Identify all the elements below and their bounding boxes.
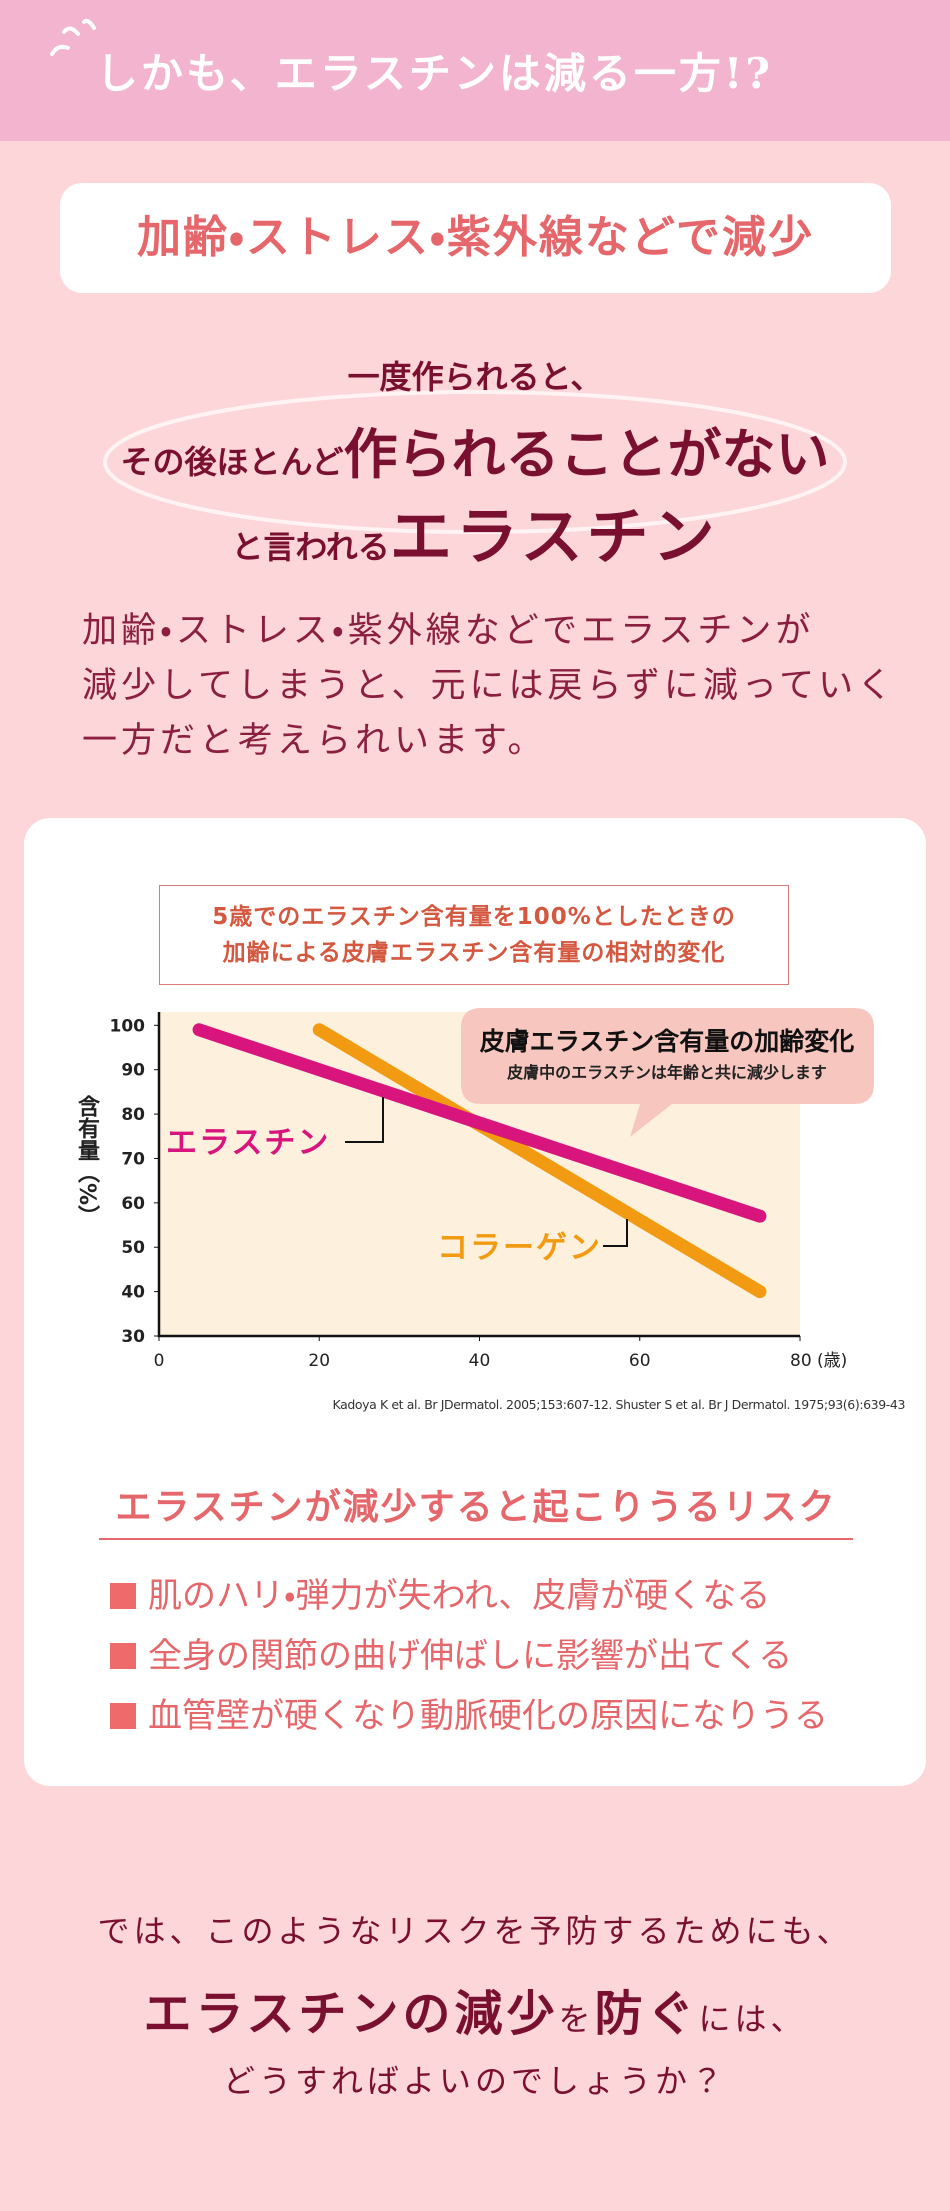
paragraph: 加齢・ストレス・紫外線などでエラスチンが 減少してしまうと、元には戻らずに減って…	[82, 604, 896, 769]
series-label: コラーゲン	[437, 1230, 602, 1266]
risk-item: 肌のハリ・弾力が失われ、皮膚が硬くなる	[110, 1568, 770, 1617]
closing-part: 防ぐ	[594, 1986, 699, 2042]
source: Kadoya K et al. Br JDermatol. 2005;153:6…	[333, 1397, 905, 1412]
glow-ring	[103, 390, 847, 534]
headline-line: 一度作られると、	[347, 358, 603, 396]
risk-title: エラスチンが減少すると起こりうるリスク	[99, 1478, 853, 1540]
closing-part: には、	[698, 2000, 807, 2038]
chart-title-line: 5歳でのエラスチン含有量を100%としたときの	[212, 904, 736, 930]
closing-line: どうすればよいのでしょうか？	[222, 2062, 727, 2100]
header-band: しかも、エラスチンは減る一方!?	[0, 0, 950, 141]
paragraph-line: 減少してしまうと、元には戻らずに減っていく	[82, 666, 897, 706]
headline-prefix: と言われる	[231, 528, 390, 566]
y-tick-label: 40	[121, 1283, 145, 1303]
y-axis-label: 含有量（%）	[74, 1095, 99, 1228]
headline-prefix: その後ほとんど	[120, 443, 344, 481]
chart-title: 5歳でのエラスチン含有量を100%としたときの 加齢による皮膚エラスチン含有量の…	[159, 885, 789, 985]
headline-emphasis: エラスチン	[389, 500, 719, 573]
callout-bubble	[461, 1008, 874, 1137]
headline-line: と言われるエラスチン	[0, 486, 950, 576]
leader	[345, 1097, 384, 1143]
series-label: エラスチン	[166, 1125, 330, 1161]
closing-line: では、このようなリスクを予防するためにも、	[97, 1912, 853, 1950]
headline-emphasis: 作られることがない	[343, 422, 830, 486]
leader	[603, 1219, 628, 1247]
series-line	[312, 1023, 767, 1299]
series-line	[192, 1023, 767, 1223]
callout-subtitle: 皮膚中のエラスチンは年齢と共に減少します	[506, 1063, 827, 1082]
closing-line: エラスチンの減少を防ぐには、	[0, 1974, 950, 2044]
chart: 30 40 50 60 70 80 90 100 0 20 40 60 80 (歳) エラスチンコラーゲン…	[110, 1008, 905, 1412]
closing-part: を	[558, 2000, 595, 2038]
x-tick-label: 40	[469, 1351, 491, 1371]
badge: 加齢・ストレス・紫外線などで減少	[60, 183, 891, 293]
y-tick-label: 50	[121, 1238, 145, 1258]
x-tick-label: 0	[154, 1351, 165, 1371]
callout-title: 皮膚エラスチン含有量の加齢変化	[480, 1027, 855, 1056]
header-deco	[50, 18, 96, 56]
y-tick-label: 80	[121, 1105, 145, 1125]
header-title: しかも、エラスチンは減る一方!?	[96, 49, 773, 98]
y-tick-label: 70	[121, 1149, 145, 1169]
paragraph-line: 加齢・ストレス・紫外線などでエラスチンが	[82, 611, 815, 651]
y-tick-label: 30	[121, 1327, 145, 1347]
x-tick-label: 60	[629, 1351, 651, 1371]
chart-title-line: 加齢による皮膚エラスチン含有量の相対的変化	[222, 940, 726, 966]
paragraph-line: 一方だと考えられいます。	[82, 721, 547, 761]
risk-item: 全身の関節の曲げ伸ばしに影響が出てくる	[110, 1628, 792, 1677]
x-tick-label: 20	[308, 1351, 330, 1371]
y-tick-label: 60	[121, 1194, 145, 1214]
y-tick-label: 100	[110, 1016, 146, 1036]
headline-line: その後ほとんど作られることがない	[0, 410, 950, 489]
closing-part: エラスチンの減少	[143, 1986, 559, 2042]
y-tick-label: 90	[121, 1061, 145, 1081]
risk-item: 血管壁が硬くなり動脈硬化の原因になりうる	[110, 1688, 828, 1737]
x-tick-label: 80 (歳)	[790, 1351, 847, 1371]
